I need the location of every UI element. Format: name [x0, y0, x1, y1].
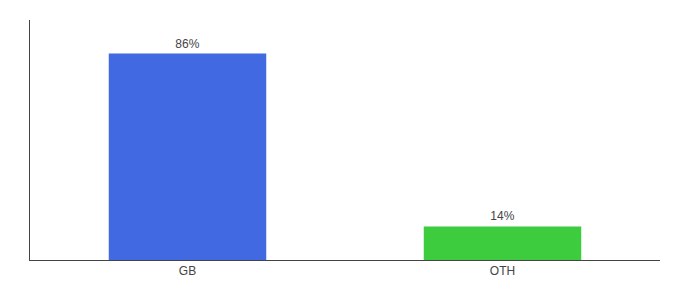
svg-text:GB: GB [179, 264, 196, 278]
svg-text:14%: 14% [490, 209, 514, 223]
svg-text:OTH: OTH [490, 264, 515, 278]
svg-text:86%: 86% [175, 37, 199, 51]
